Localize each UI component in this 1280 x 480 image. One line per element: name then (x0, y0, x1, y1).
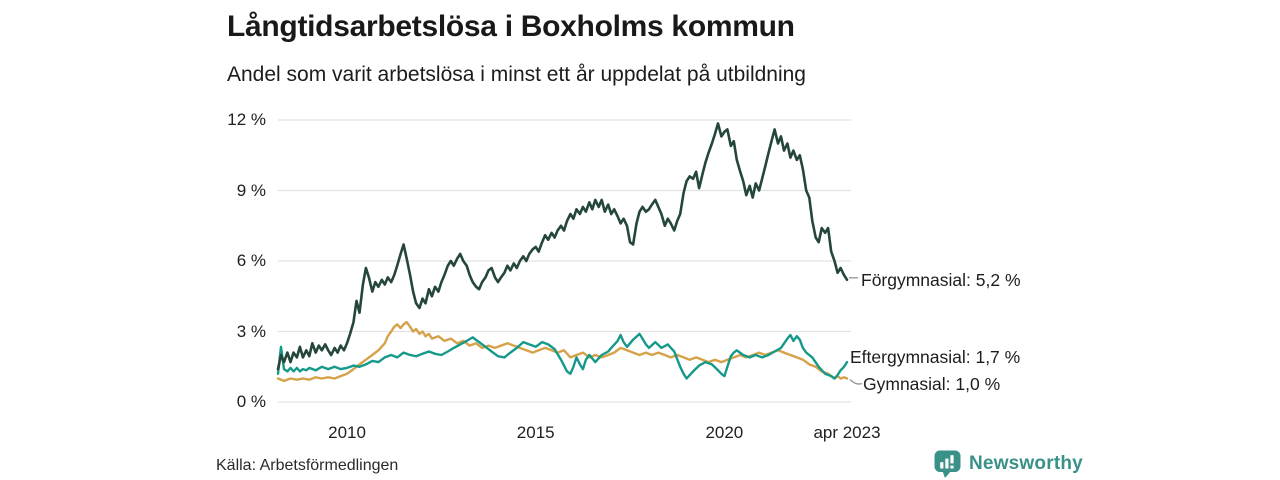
newsworthy-brand[interactable]: Newsworthy (933, 449, 1083, 479)
x-tick-label: 2020 (705, 423, 744, 442)
y-tick-label: 9 % (236, 180, 266, 200)
x-tick-label: 2010 (328, 423, 366, 442)
y-tick-label: 6 % (236, 251, 266, 270)
y-tick-label: 0 % (236, 392, 266, 411)
series-label-gymnasial: Gymnasial: 1,0 % (863, 373, 1001, 394)
line-series-eftergymnasial (276, 332, 849, 380)
brand-name: Newsworthy (969, 453, 1083, 474)
newsworthy-logo-icon (934, 450, 961, 478)
x-tick-label: apr 2023 (813, 423, 881, 442)
y-tick-label: 3 % (236, 321, 266, 341)
chart-subtitle: Andel som varit arbetslösa i minst ett å… (227, 63, 806, 86)
y-tick-label: 12 % (227, 110, 266, 129)
chart-title: Långtidsarbetslösa i Boxholms kommun (227, 10, 795, 43)
label-connector (849, 378, 863, 385)
line-series-förgymnasial (276, 122, 849, 371)
series-label-eftergymnasial: Eftergymnasial: 1,7 % (850, 347, 1021, 368)
line-series-gymnasial (276, 320, 849, 383)
source-note: Källa: Arbetsförmedlingen (216, 457, 399, 474)
series-label-förgymnasial: Förgymnasial: 5,2 % (861, 269, 1021, 290)
x-tick-label: 2015 (516, 423, 555, 442)
